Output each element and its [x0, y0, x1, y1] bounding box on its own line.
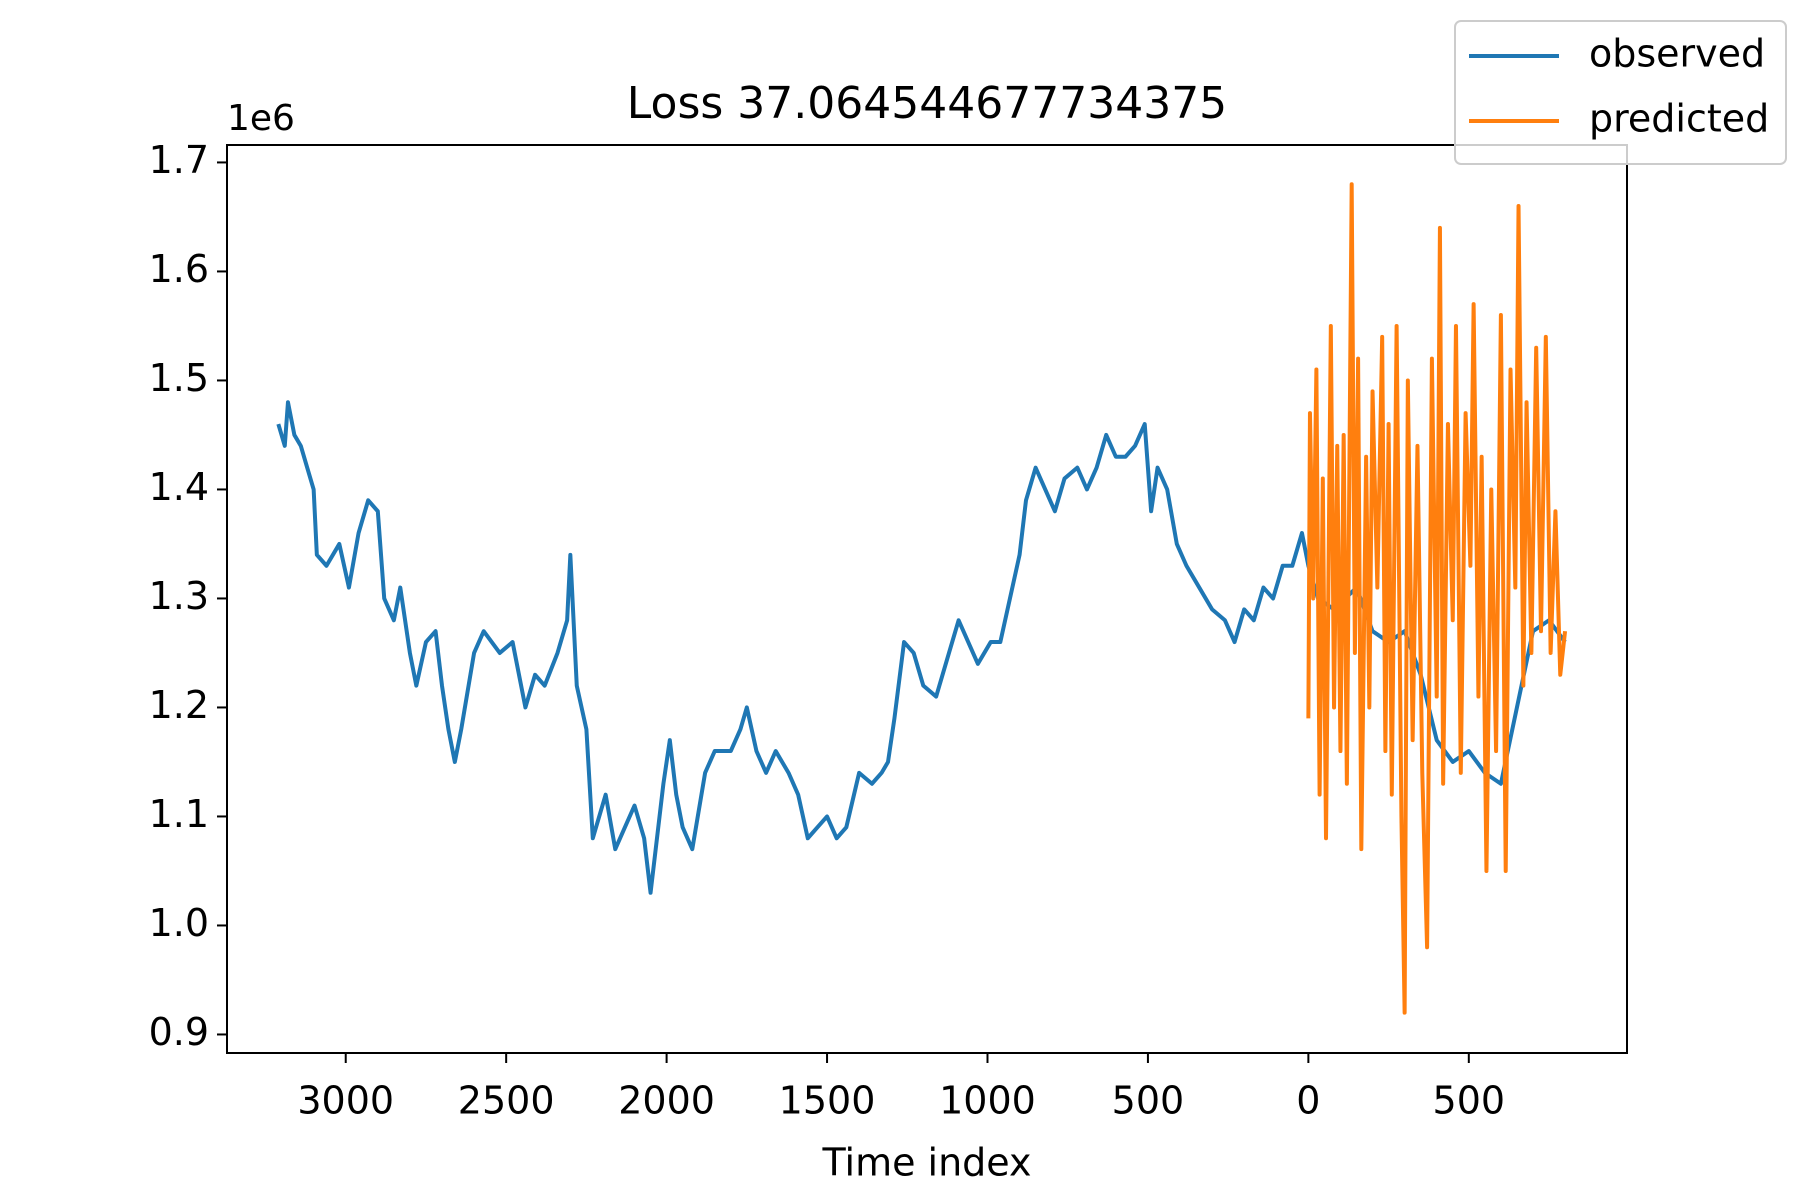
x-tick-label: 2500 — [458, 1079, 555, 1123]
x-axis-label: Time index — [821, 1141, 1031, 1185]
y-tick-label: 1.3 — [149, 574, 209, 618]
series-line — [276, 400, 1567, 895]
legend-label: observed — [1589, 32, 1765, 76]
y-tick-label: 1.0 — [149, 901, 209, 945]
y-tick-label: 1.5 — [149, 356, 209, 400]
x-tick-label: 500 — [1433, 1079, 1506, 1123]
x-tick-label: 0 — [1296, 1079, 1320, 1123]
y-offset-label: 1e6 — [227, 98, 295, 139]
x-tick-label: 2000 — [618, 1079, 715, 1123]
x-tick-label: 500 — [1112, 1079, 1185, 1123]
legend-label: predicted — [1589, 97, 1769, 141]
plot-frame — [226, 144, 1628, 1054]
y-tick-label: 1.1 — [149, 792, 209, 836]
y-tick-label: 1.4 — [149, 465, 209, 509]
legend: observed predicted — [1454, 20, 1787, 165]
x-tick-label: 1500 — [779, 1079, 876, 1123]
y-tick-label: 1.7 — [149, 138, 209, 182]
y-tick-label: 1.6 — [149, 247, 209, 291]
x-tick-label: 1000 — [939, 1079, 1036, 1123]
y-tick-label: 1.2 — [149, 683, 209, 727]
series-line — [1306, 182, 1568, 1015]
y-tick-label: 0.9 — [149, 1010, 209, 1054]
x-tick-label: 3000 — [297, 1079, 394, 1123]
chart-title: Loss 37.064544677734375 — [627, 78, 1227, 129]
